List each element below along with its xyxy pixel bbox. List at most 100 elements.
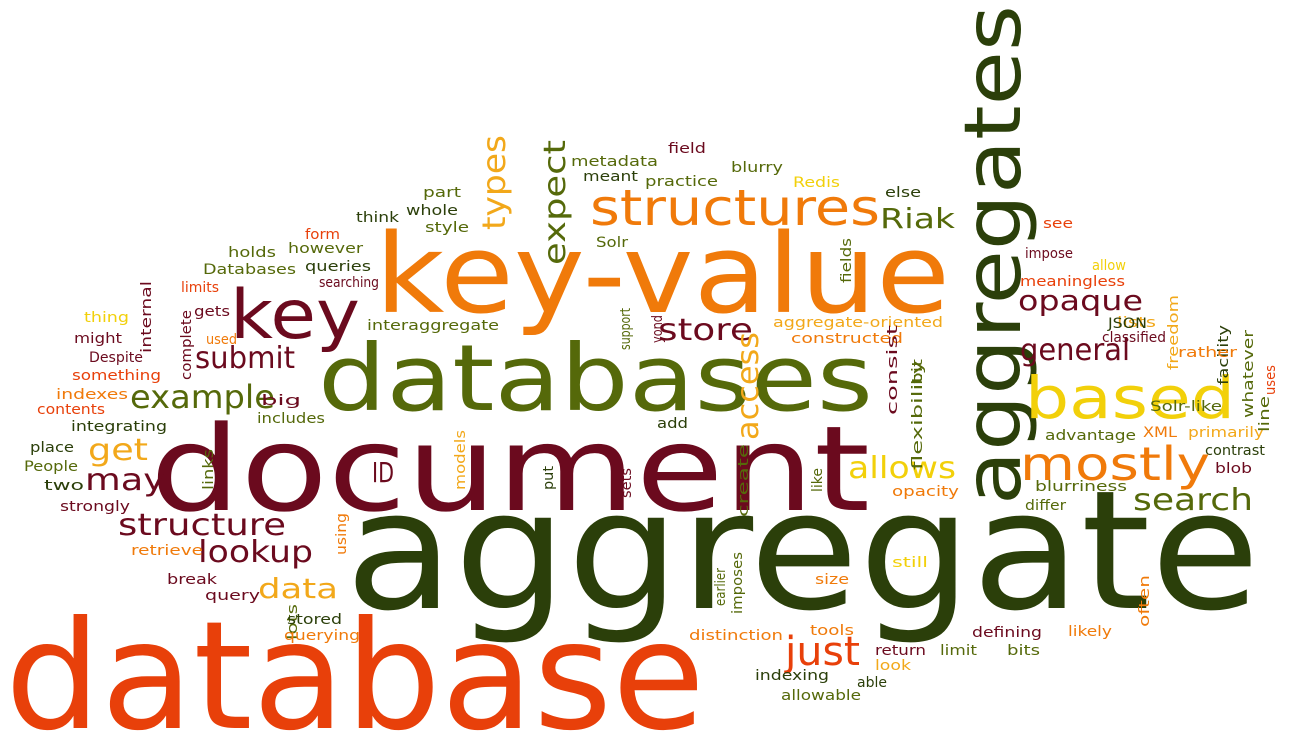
cloud-word: facility: [1216, 325, 1232, 385]
cloud-word: key-value: [375, 210, 950, 338]
cloud-word: stored: [287, 612, 342, 628]
cloud-word: tools: [810, 623, 854, 639]
cloud-word: sets: [619, 468, 635, 498]
cloud-word: might: [74, 331, 123, 347]
cloud-word: includes: [257, 411, 325, 427]
cloud-word: like: [810, 468, 826, 492]
cloud-word: field: [668, 141, 706, 157]
cloud-word: return: [875, 643, 926, 659]
cloud-word: lists: [1117, 315, 1156, 331]
cloud-word: expect: [538, 140, 573, 265]
cloud-word: style: [425, 220, 469, 236]
cloud-word: classified: [1102, 330, 1166, 346]
cloud-word: fields: [839, 238, 855, 283]
cloud-word: allows: [848, 451, 956, 486]
cloud-word: allow: [1092, 258, 1126, 274]
cloud-word: blurry: [731, 160, 783, 176]
cloud-word: indexing: [755, 668, 829, 684]
cloud-word: bit: [910, 358, 926, 385]
cloud-word: defining: [972, 625, 1042, 641]
cloud-word: break: [167, 572, 218, 588]
cloud-word: look: [875, 658, 912, 674]
cloud-word: opaque: [1018, 284, 1143, 317]
cloud-word: opacity: [892, 484, 959, 500]
cloud-word: freedom: [1166, 295, 1182, 370]
cloud-word: models: [453, 430, 469, 490]
cloud-word: often: [1137, 575, 1153, 627]
cloud-word: structures: [590, 179, 880, 237]
cloud-word: example: [130, 378, 275, 416]
cloud-word: aggregate-oriented: [773, 315, 943, 331]
cloud-word: document: [150, 400, 870, 538]
cloud-word: query: [205, 588, 260, 604]
cloud-word: create: [736, 444, 752, 517]
cloud-word: People: [24, 459, 78, 475]
cloud-word: searching: [319, 275, 379, 291]
cloud-word: primarily: [1188, 425, 1264, 441]
cloud-word: indexes: [56, 387, 128, 403]
cloud-word: metadata: [571, 154, 658, 170]
cloud-word: Despite: [89, 350, 143, 366]
cloud-word: internal: [139, 281, 155, 353]
cloud-word: Solr: [596, 235, 628, 251]
cloud-word: constructed: [791, 331, 903, 347]
cloud-words: aggregatedatabasedocumentkey-valuedataba…: [5, 5, 1279, 743]
cloud-word: querying: [284, 628, 360, 644]
cloud-word: two: [44, 478, 84, 494]
cloud-word: put: [541, 465, 557, 490]
cloud-word: key: [230, 276, 360, 355]
cloud-word: else: [885, 185, 921, 201]
cloud-word: based: [1025, 364, 1235, 432]
cloud-word: interaggregate: [367, 318, 499, 334]
cloud-word: JSON: [1107, 316, 1147, 332]
cloud-word: meant: [583, 169, 639, 185]
cloud-word: impose: [1025, 246, 1073, 262]
cloud-word: something: [72, 368, 161, 384]
cloud-word: data: [258, 572, 338, 605]
cloud-word: databases: [318, 325, 873, 432]
cloud-word: store: [658, 313, 753, 348]
cloud-word: holds: [228, 245, 276, 261]
cloud-word: integrating: [71, 419, 167, 435]
cloud-word: types: [475, 135, 513, 230]
cloud-word: likely: [1068, 624, 1112, 640]
cloud-word: lots: [285, 604, 301, 640]
cloud-word: mostly: [1020, 437, 1210, 491]
cloud-word: big: [261, 393, 301, 409]
cloud-word: form: [305, 227, 340, 243]
cloud-word: able: [857, 675, 887, 691]
cloud-word: support: [618, 308, 634, 350]
cloud-word: contrast: [1205, 443, 1266, 459]
cloud-word: part: [423, 185, 462, 201]
cloud-word: rather: [1178, 345, 1237, 361]
cloud-word: see: [1043, 216, 1073, 232]
cloud-word: links: [201, 449, 217, 490]
cloud-word: consist: [885, 324, 901, 415]
cloud-word: blurriness: [1035, 479, 1127, 495]
cloud-word: limits: [181, 280, 219, 296]
cloud-word: aggregate: [345, 455, 1260, 647]
cloud-word: retrieve: [131, 543, 203, 559]
cloud-word: Redis: [793, 175, 840, 191]
cloud-word: yond: [650, 315, 666, 343]
cloud-word: complete: [179, 310, 195, 380]
cloud-word: access: [731, 332, 766, 440]
cloud-word: search: [1133, 483, 1253, 518]
cloud-word: limit: [940, 643, 978, 659]
cloud-word: Solr-like: [1150, 399, 1222, 415]
cloud-word: submit: [195, 341, 295, 376]
cloud-word: XML: [1143, 425, 1177, 441]
cloud-word: add: [657, 416, 688, 432]
cloud-word: thing: [84, 310, 129, 326]
cloud-word: line: [1257, 396, 1273, 432]
cloud-word: allowable: [781, 688, 861, 704]
cloud-word: queries: [305, 259, 371, 275]
cloud-word: bits: [1007, 643, 1040, 659]
cloud-word: Databases: [203, 262, 296, 278]
cloud-word: practice: [645, 174, 718, 190]
cloud-word: blob: [1215, 461, 1252, 477]
cloud-word: size: [815, 572, 849, 588]
cloud-word: whatever: [1241, 330, 1257, 418]
cloud-word: contents: [37, 402, 105, 418]
